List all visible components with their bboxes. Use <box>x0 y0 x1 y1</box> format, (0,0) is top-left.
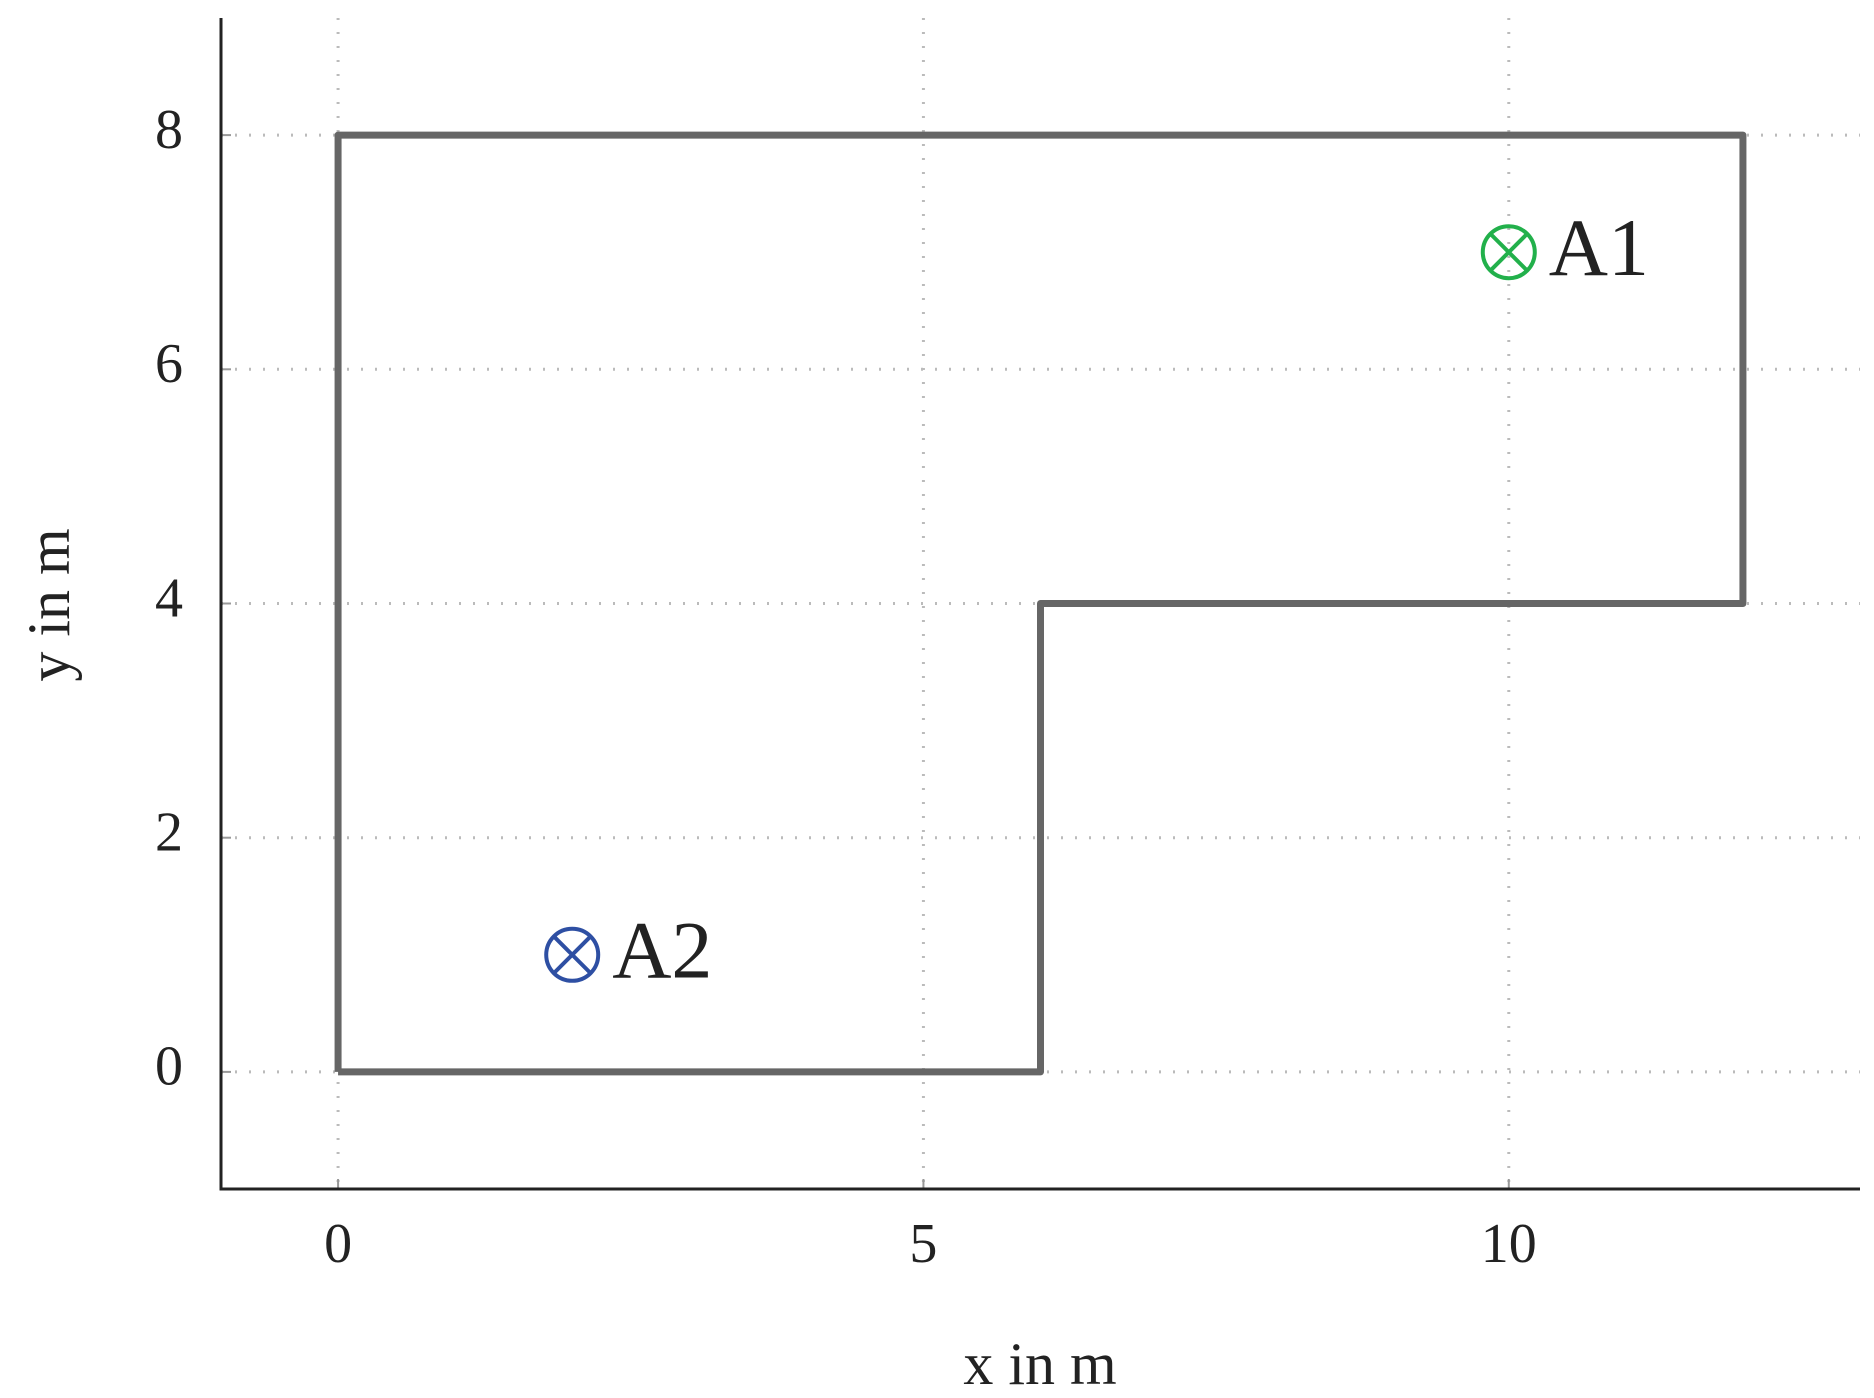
marker-part <box>1489 232 1529 272</box>
x-tick-label: 10 <box>1481 1213 1537 1275</box>
point-label: A1 <box>1549 202 1649 293</box>
marker-part <box>1480 224 1537 281</box>
marker-part <box>552 935 592 975</box>
point-label: A2 <box>612 905 712 996</box>
outline <box>334 131 1747 1076</box>
y-tick-label: 8 <box>155 99 183 161</box>
x-tick-label: 0 <box>324 1213 352 1275</box>
axes <box>219 18 1860 1191</box>
x-tick-label: 5 <box>909 1213 937 1275</box>
y-tick-label: 6 <box>155 333 183 395</box>
y-axis-label: y in m <box>16 528 82 681</box>
marker <box>1480 224 1537 281</box>
y-tick-label: 2 <box>155 802 183 864</box>
x-axis-label: x in m <box>963 1331 1116 1397</box>
marker <box>544 926 601 983</box>
y-tick-label: 0 <box>155 1036 183 1098</box>
y-tick-label: 4 <box>155 567 183 629</box>
marker-part <box>544 926 601 983</box>
